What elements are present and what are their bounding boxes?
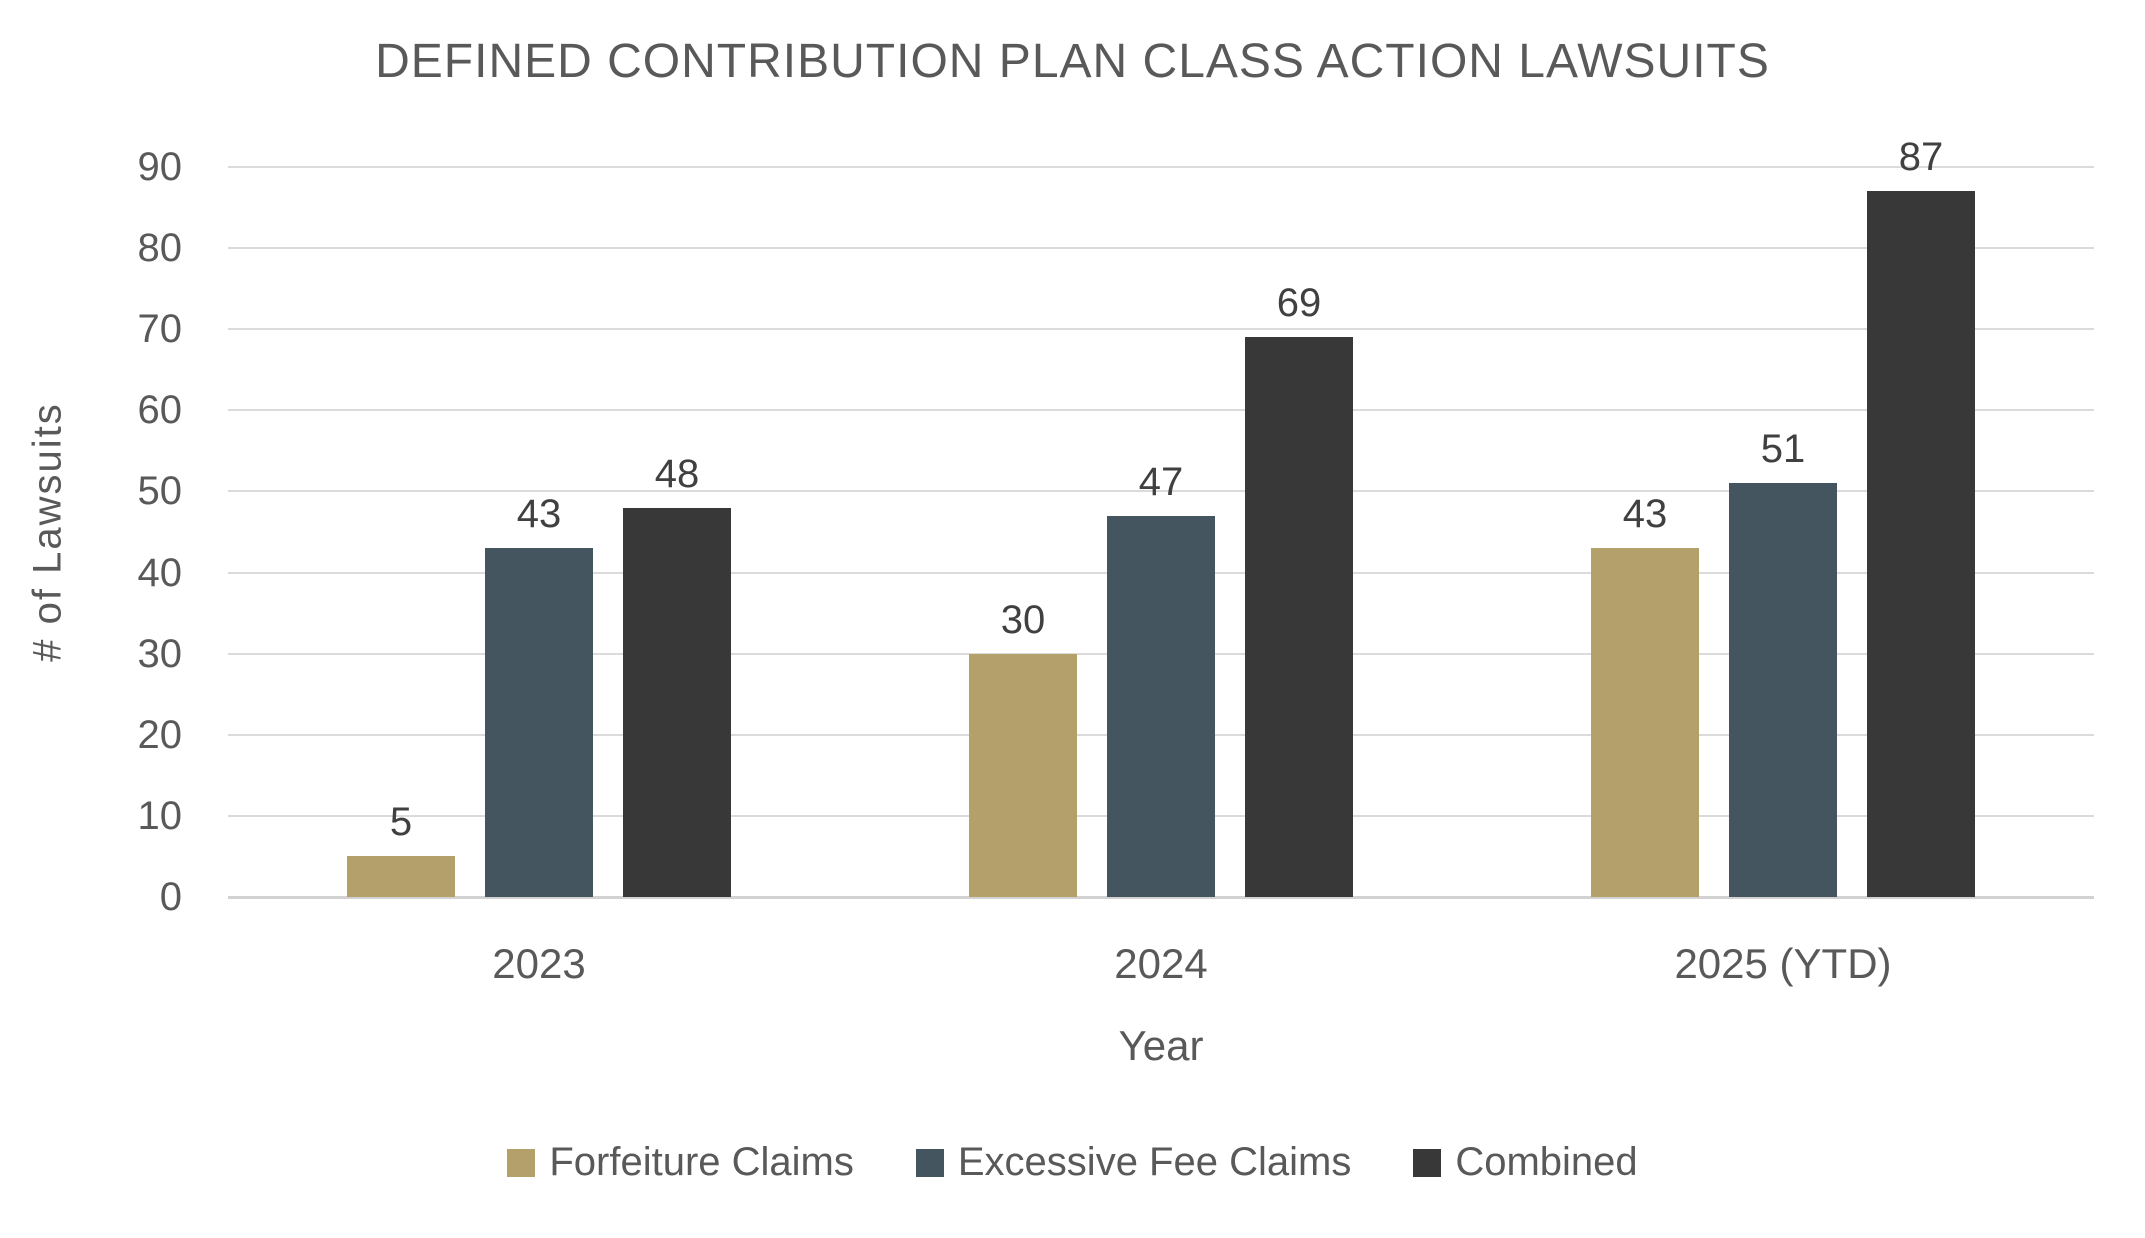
bar: 43 [484,494,593,897]
gridline [228,409,2094,412]
x-axis-labels: 2023 2024 2025 (YTD) [228,938,2094,990]
bar-value-label: 30 [1000,597,1046,642]
legend-item: Combined [1413,1140,1638,1185]
category-group: 30 47 69 [850,167,1472,897]
gridline [228,328,2094,331]
y-tick-label: 80 [137,226,183,271]
bar: 48 [622,454,731,897]
x-axis-line [228,896,2094,899]
y-tick-label: 30 [137,631,183,676]
bar-value-label: 69 [1276,281,1322,326]
y-tick-label: 60 [137,388,183,433]
legend-marker [1413,1148,1442,1177]
y-tick-label: 50 [137,469,183,514]
legend-label: Excessive Fee Claims [957,1140,1352,1184]
plot-area: 5 43 48 30 47 69 43 51 87 [228,137,2094,899]
legend-marker [915,1148,944,1177]
bar-value-label: 51 [1760,427,1806,472]
bar: 87 [1866,137,1975,897]
bar-value-label: 43 [516,492,562,537]
gridline [228,166,2094,168]
y-tick-label: 20 [137,712,183,757]
bar: 43 [1590,494,1699,897]
bar-value-label: 48 [654,451,700,496]
y-axis-labels: 0 10 20 30 40 50 60 70 80 90 [0,146,183,918]
bar: 69 [1244,283,1353,897]
legend-item: Excessive Fee Claims [915,1140,1352,1185]
bar-value-label: 43 [1622,492,1668,537]
bar-value-label: 5 [389,800,413,845]
legend: Forfeiture Claims Excessive Fee Claims Com… [0,1140,2145,1185]
legend-item: Forfeiture Claims [507,1140,854,1185]
bar: 30 [968,600,1077,897]
gridline [228,247,2094,250]
category-group: 5 43 48 [228,167,850,897]
legend-marker [507,1148,536,1177]
y-tick-label: 40 [137,550,183,595]
x-axis-title: Year [1118,1022,1204,1069]
gridline [228,490,2094,493]
y-tick-label: 0 [159,875,182,919]
chart-title: DEFINED CONTRIBUTION PLAN CLASS ACTION L… [375,35,1770,88]
bar: 51 [1728,429,1837,897]
x-tick-label: 2023 [492,940,586,987]
bar-value-label: 87 [1898,135,1944,180]
legend-label: Combined [1455,1140,1638,1184]
y-tick-label: 90 [137,145,183,189]
bar-value-label: 47 [1138,459,1184,504]
y-tick-label: 10 [137,793,183,838]
x-tick-label: 2025 (YTD) [1674,940,1892,987]
bar: 5 [346,802,455,897]
category-group: 43 51 87 [1472,137,2094,897]
y-tick-label: 70 [137,307,183,352]
legend-label: Forfeiture Claims [549,1140,854,1184]
bar: 47 [1106,462,1215,897]
x-tick-label: 2024 [1114,940,1208,987]
